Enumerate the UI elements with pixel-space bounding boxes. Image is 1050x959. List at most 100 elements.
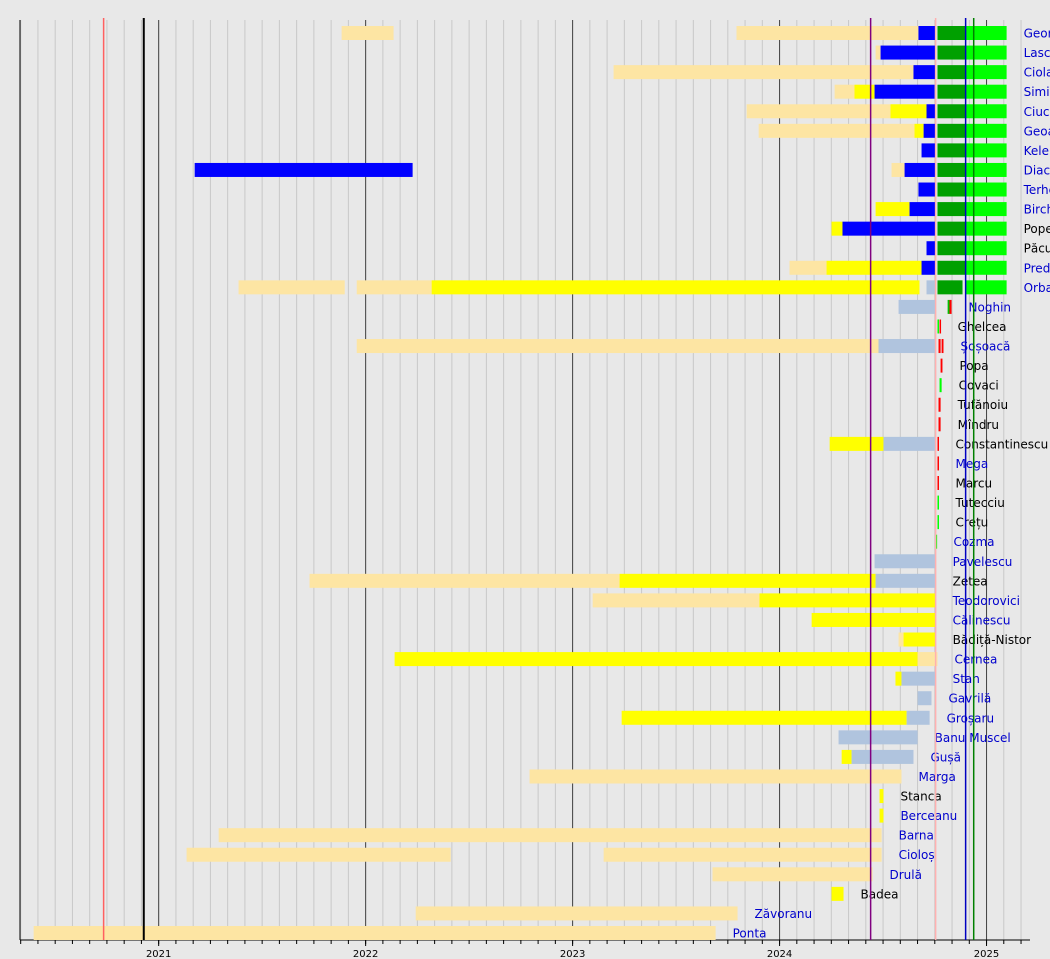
bar-segment bbox=[937, 84, 966, 99]
row-label: Birchall bbox=[1024, 203, 1050, 217]
bar-segment bbox=[937, 241, 966, 256]
bar-segment bbox=[891, 162, 905, 177]
bar-segment bbox=[811, 612, 936, 627]
row-label: Crețu bbox=[956, 516, 989, 530]
bar-segment bbox=[937, 476, 939, 490]
bar-segment bbox=[939, 378, 942, 393]
bar-segment bbox=[898, 632, 904, 647]
row-label: Ciolacu bbox=[1024, 66, 1050, 80]
bar-segment bbox=[194, 162, 413, 177]
bar-segment bbox=[33, 926, 716, 940]
row-label: Păcuraru bbox=[1024, 242, 1050, 256]
bar-segment bbox=[949, 299, 952, 314]
bar-segment bbox=[937, 515, 939, 530]
bar-segment bbox=[937, 123, 966, 138]
bar-segment bbox=[904, 162, 936, 177]
bar-segment bbox=[938, 339, 941, 354]
row-label: Drulă bbox=[889, 868, 921, 882]
bar-segment bbox=[834, 84, 855, 99]
bar-segment bbox=[941, 339, 944, 354]
bar-segment bbox=[883, 436, 936, 451]
x-tick-label: 2023 bbox=[560, 949, 585, 959]
bar-segment bbox=[736, 26, 919, 40]
row-label: Marga bbox=[918, 770, 955, 784]
bar-segment bbox=[879, 808, 884, 823]
bar-segment bbox=[965, 104, 1007, 119]
bar-segment bbox=[854, 84, 875, 99]
bar-segment bbox=[356, 339, 879, 354]
bar-segment bbox=[238, 280, 345, 295]
bar-segment bbox=[937, 436, 939, 451]
bar-segment bbox=[965, 182, 1007, 197]
bar-segment bbox=[938, 417, 941, 432]
bar-segment bbox=[415, 906, 738, 921]
bar-segment bbox=[965, 84, 1007, 99]
row-label: Constantinescu bbox=[956, 437, 1049, 451]
bar-segment bbox=[940, 358, 943, 373]
bar-segment bbox=[918, 182, 936, 197]
row-label: Simion bbox=[1024, 85, 1050, 99]
bar-segment bbox=[917, 691, 932, 706]
row-label: Stanca bbox=[900, 790, 941, 804]
bar-segment bbox=[965, 143, 1007, 158]
row-label: Kelemen bbox=[1024, 144, 1050, 158]
bar-segment bbox=[898, 299, 936, 314]
row-label: Cernea bbox=[954, 653, 997, 667]
row-label: Popescu bbox=[1024, 222, 1050, 236]
bar-segment bbox=[712, 867, 873, 882]
bar-segment bbox=[965, 123, 1007, 138]
bar-segment bbox=[906, 710, 930, 725]
row-label: Georgescu bbox=[1024, 27, 1050, 41]
row-label: Ponta bbox=[733, 927, 767, 941]
bar-segment bbox=[965, 221, 1007, 236]
bar-segment bbox=[309, 573, 620, 588]
bar-segment bbox=[826, 260, 922, 275]
row-label: Tufănoiu bbox=[957, 398, 1009, 412]
bar-segment bbox=[841, 749, 852, 764]
bar-segment bbox=[937, 45, 966, 60]
row-label: Bădiță-Nistor bbox=[953, 633, 1032, 647]
bar-segment bbox=[965, 45, 1007, 60]
row-label: Mega bbox=[956, 457, 989, 471]
bar-segment bbox=[341, 26, 394, 40]
bar-segment bbox=[746, 104, 891, 119]
bar-segment bbox=[901, 671, 936, 686]
bar-segment bbox=[913, 65, 936, 80]
bar-segment bbox=[875, 573, 936, 588]
row-label: Banu Muscel bbox=[935, 731, 1011, 745]
bar-segment bbox=[965, 162, 1007, 177]
bar-segment bbox=[621, 710, 907, 725]
row-label: Șoșoacă bbox=[960, 340, 1010, 354]
row-label: Călinescu bbox=[953, 613, 1011, 627]
bar-segment bbox=[937, 162, 966, 177]
bar-segment bbox=[829, 436, 884, 451]
row-label: Mîndru bbox=[958, 418, 999, 432]
bar-segment bbox=[937, 319, 939, 334]
bar-segment bbox=[965, 241, 1007, 256]
bar-segment bbox=[842, 221, 936, 236]
row-label: Barna bbox=[899, 829, 934, 843]
bar-segment bbox=[937, 65, 966, 80]
bar-segment bbox=[890, 104, 927, 119]
row-label: Zăvoranu bbox=[755, 907, 813, 921]
bar-segment bbox=[603, 847, 882, 862]
bar-segment bbox=[831, 221, 843, 236]
bar-segment bbox=[918, 26, 936, 40]
bar-segment bbox=[937, 221, 966, 236]
row-label: Gavrilă bbox=[948, 692, 991, 706]
bar-segment bbox=[875, 45, 881, 60]
x-tick-label: 2021 bbox=[146, 949, 171, 959]
bar-segment bbox=[965, 26, 1007, 40]
row-label: Gușă bbox=[930, 750, 961, 764]
bar-segment bbox=[937, 280, 963, 295]
bar-segment bbox=[613, 65, 914, 80]
bar-segment bbox=[903, 632, 936, 647]
row-label: Lasconi bbox=[1024, 46, 1050, 60]
bar-segment bbox=[937, 143, 966, 158]
bar-segment bbox=[926, 104, 936, 119]
row-label: Groșaru bbox=[947, 711, 994, 725]
bar-segment bbox=[937, 26, 966, 40]
row-label: Cioloș bbox=[899, 848, 935, 862]
